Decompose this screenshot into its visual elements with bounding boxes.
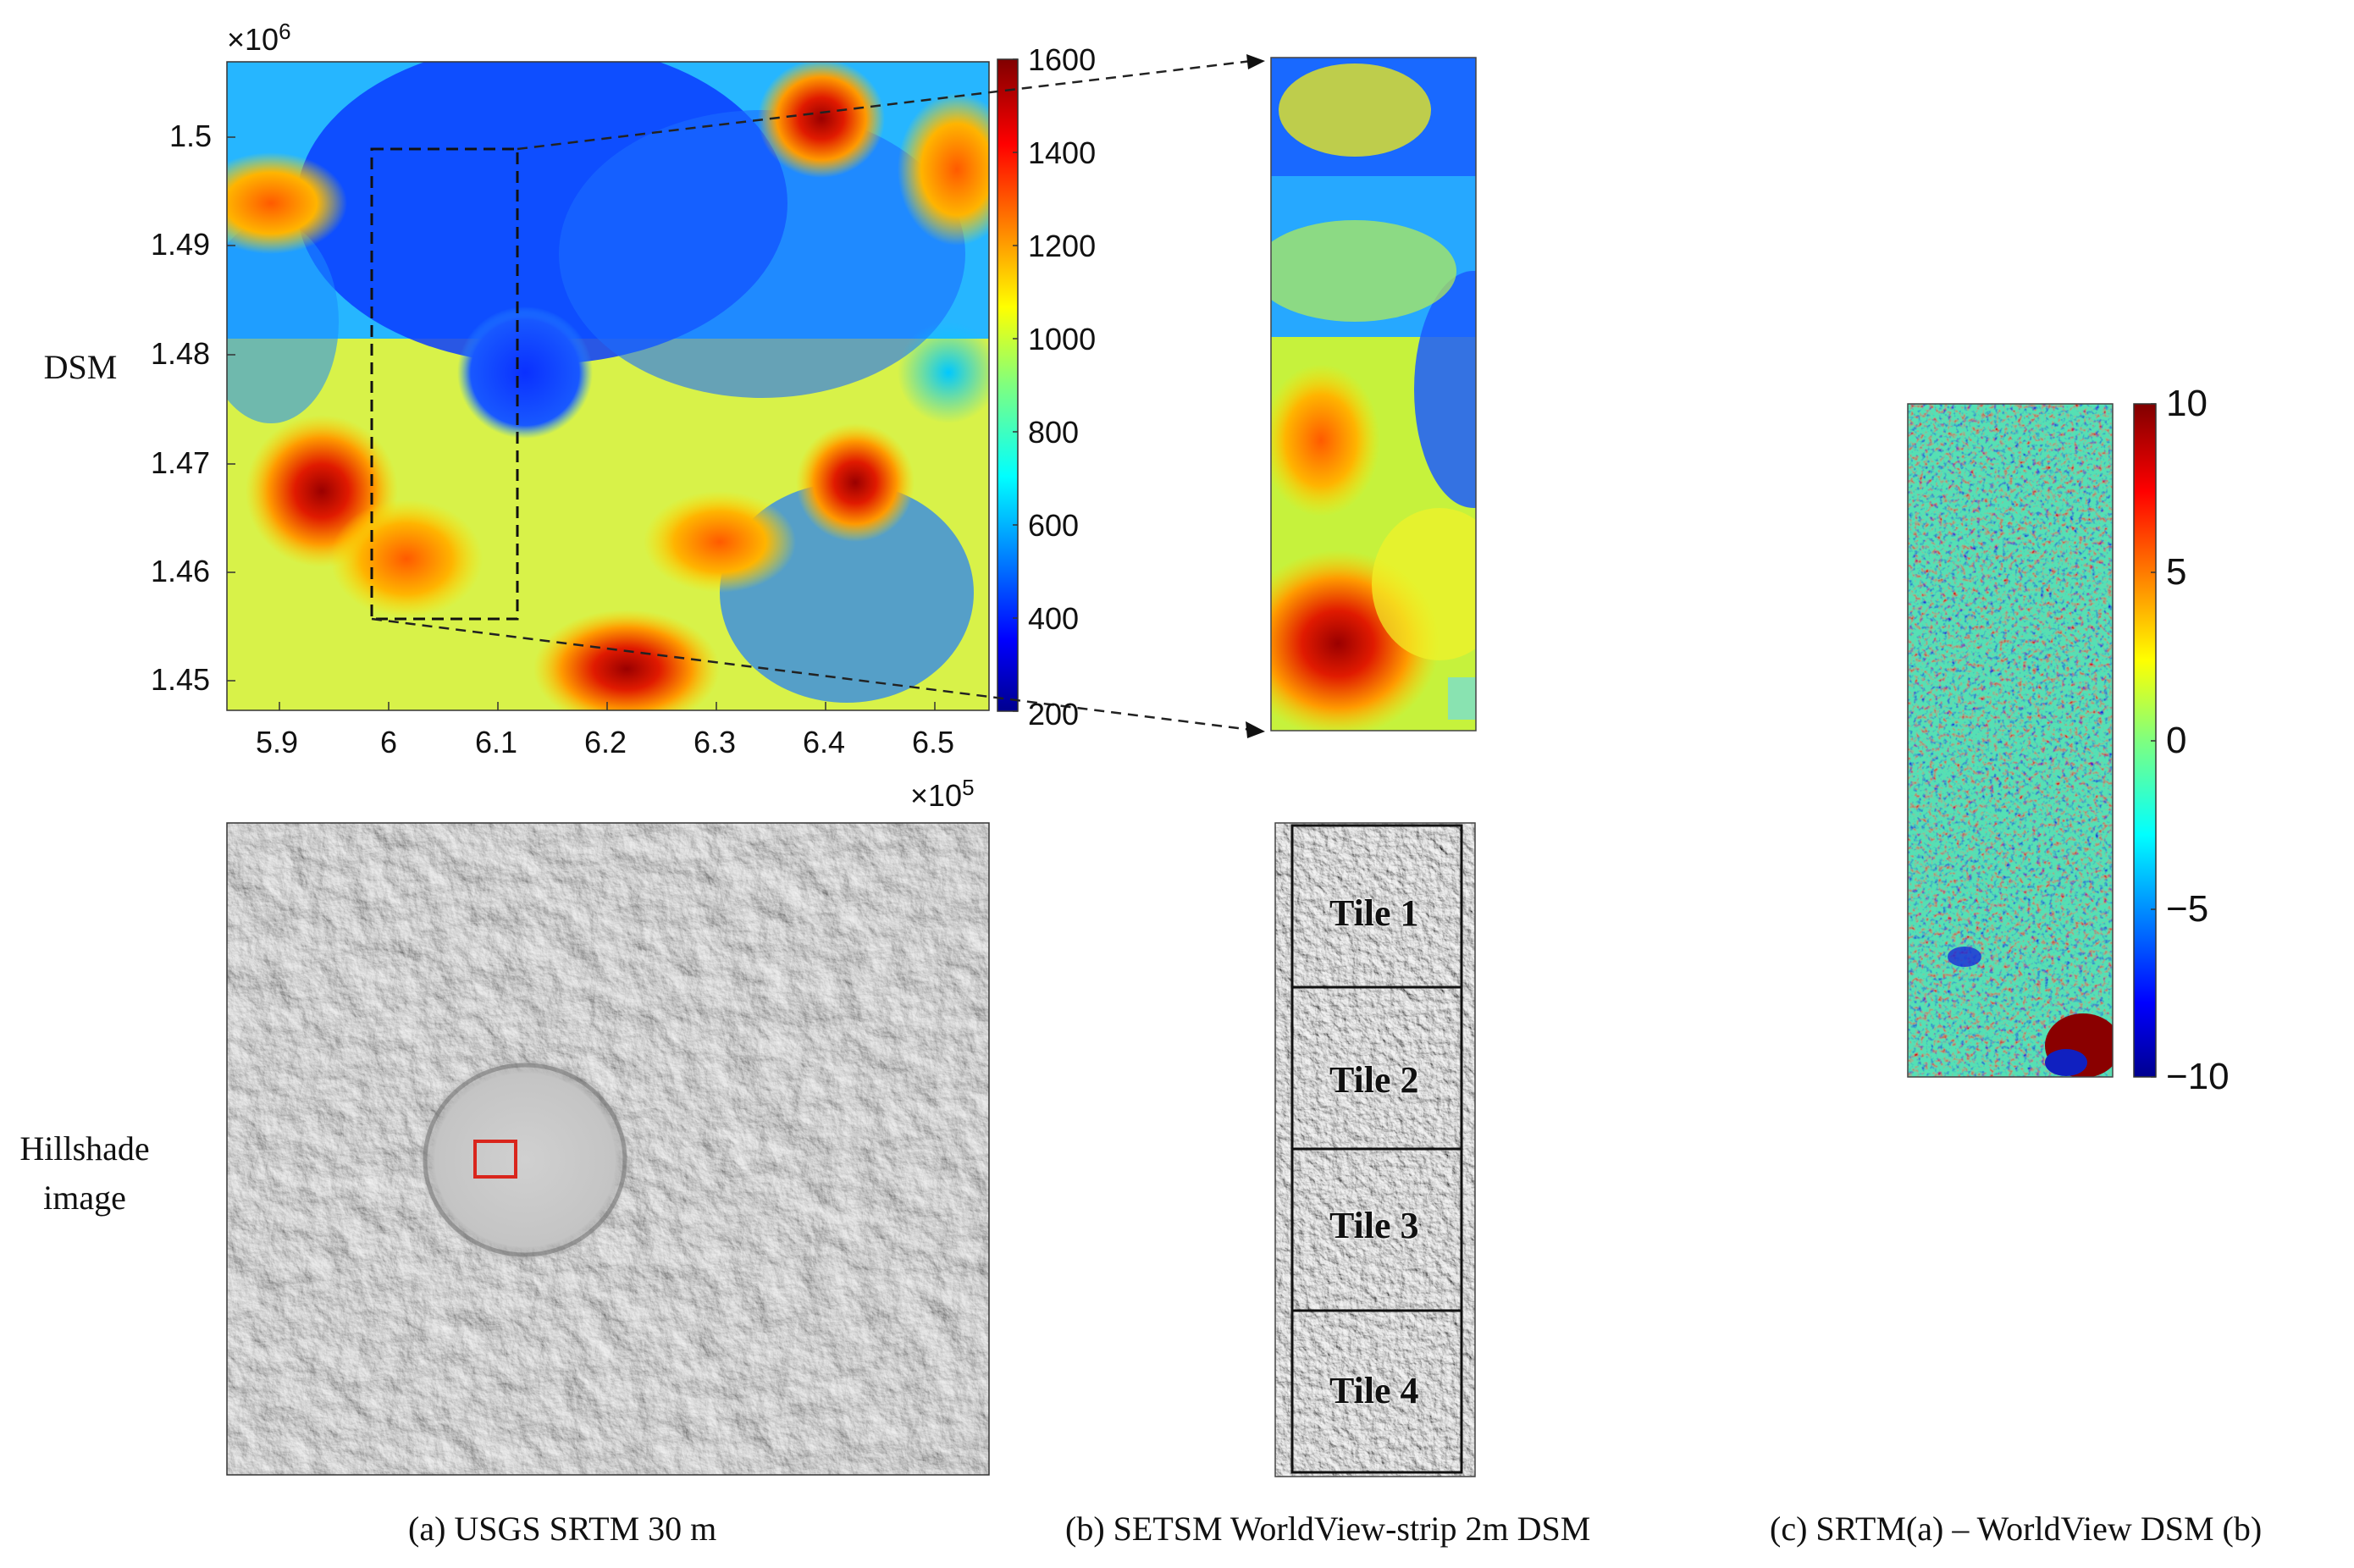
row-label-dsm: DSM [25, 343, 135, 392]
x-tick-3: 6.1 [475, 725, 518, 759]
zoom-arrow-top [1246, 54, 1265, 69]
x-axis-exponent: ×105 [910, 775, 975, 814]
diff-colorbar-label-neg5: −5 [2166, 888, 2209, 930]
x-exponent-power: 5 [962, 775, 975, 800]
x-tick-2: 6 [380, 725, 398, 759]
y-exponent-base: ×10 [227, 22, 279, 57]
srtm-hillshade-frame [226, 822, 990, 1476]
dsm-colorbar [997, 58, 1019, 712]
dsm-colorbar-label-1200: 1200 [1028, 229, 1097, 263]
x-tick-7: 6.5 [912, 725, 955, 759]
y-tick-4: 1.47 [151, 445, 211, 480]
tile-grid [1290, 824, 1463, 1474]
dsm-difference-map [1908, 404, 2113, 1077]
x-tick-5: 6.3 [693, 725, 737, 759]
worldview-strip-frame [1270, 57, 1477, 732]
dsm-colorbar-label-200: 200 [1028, 697, 1080, 732]
dsm-colorbar-ticks [1013, 58, 1018, 712]
difference-colorbar-ticks [2151, 403, 2156, 1078]
y-tick-6: 1.45 [151, 662, 211, 697]
dsm-colorbar-label-800: 800 [1028, 415, 1080, 450]
dsm-colorbar-label-600: 600 [1028, 508, 1080, 543]
y-axis-exponent: ×106 [227, 19, 291, 58]
x-exponent-base: ×10 [910, 778, 963, 813]
dsm-colorbar-label-1600: 1600 [1028, 42, 1097, 77]
x-tick-1: 5.9 [256, 725, 299, 759]
diff-colorbar-label-0: 0 [2166, 720, 2187, 761]
tile-1-label: Tile 1 [1329, 892, 1419, 934]
srtm-dsm-map [227, 62, 989, 710]
y-exponent-power: 6 [279, 19, 291, 44]
y-tick-3: 1.48 [151, 336, 211, 371]
srtm-hillshade-map [227, 823, 989, 1475]
x-tick-6: 6.4 [803, 725, 846, 759]
zoom-arrow-bottom [1246, 721, 1265, 738]
dsm-colorbar-label-1000: 1000 [1028, 322, 1097, 356]
worldview-hillshade-frame [1274, 822, 1476, 1477]
dsm-difference-frame [1907, 403, 2114, 1078]
row-label-hillshade-line1: Hillshade [19, 1129, 150, 1168]
tile-4-label: Tile 4 [1329, 1370, 1419, 1411]
caption-panel-a: (a) USGS SRTM 30 m [408, 1510, 717, 1548]
caption-panel-c: (c) SRTM(a) – WorldView DSM (b) [1770, 1510, 2263, 1548]
zoom-connectors [371, 59, 1252, 732]
tile-2-label: Tile 2 [1329, 1059, 1419, 1101]
study-area-highlight-box [473, 1140, 517, 1179]
strip-footprint-box [370, 147, 519, 621]
row-label-dsm-text: DSM [43, 348, 118, 386]
diff-colorbar-label-10: 10 [2166, 383, 2208, 424]
dsm-colorbar-label-1400: 1400 [1028, 135, 1097, 170]
worldview-strip-dsm [1271, 58, 1476, 731]
row-label-hillshade: Hillshade image [0, 1124, 169, 1223]
caption-panel-b: (b) SETSM WorldView-strip 2m DSM [1065, 1510, 1591, 1548]
srtm-dsm-frame [226, 61, 990, 711]
y-tick-5: 1.46 [151, 554, 211, 588]
diff-colorbar-label-5: 5 [2166, 551, 2187, 593]
y-tick-2: 1.49 [151, 227, 211, 262]
x-tick-4: 6.2 [584, 725, 627, 759]
row-label-hillshade-line2: image [43, 1179, 126, 1217]
srtm-axis-ticks [227, 136, 936, 710]
dsm-colorbar-label-400: 400 [1028, 601, 1080, 636]
y-tick-1: 1.5 [169, 119, 213, 153]
tile-3-label: Tile 3 [1329, 1205, 1419, 1246]
diff-colorbar-label-neg10: −10 [2166, 1056, 2230, 1097]
